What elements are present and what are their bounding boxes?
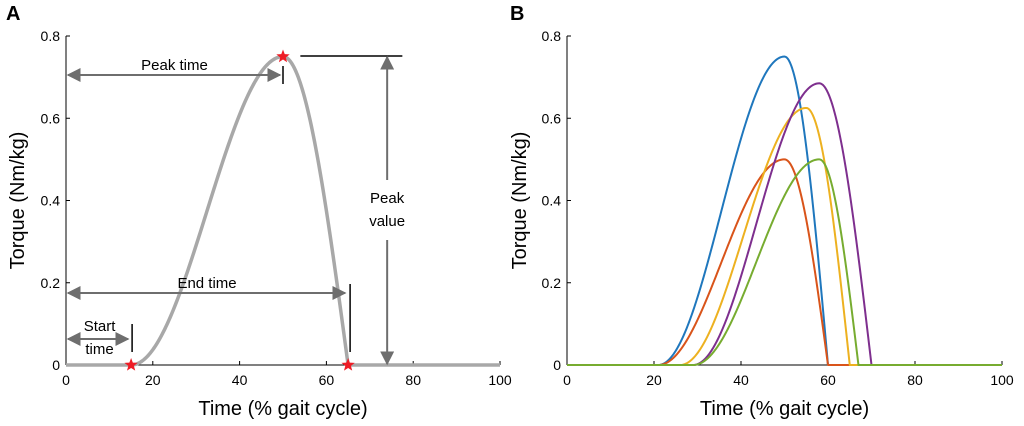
series-line-blue [567,55,1002,366]
y-tick-label-b: 0 [553,357,561,373]
x-tick-label-a: 0 [62,372,70,388]
end-time-label: End time [177,275,236,292]
y-tick-label-a: 0.4 [41,193,61,209]
peak-time-label: Peak time [141,57,208,74]
x-tick-label-b: 60 [820,372,836,388]
series-line-orange [567,158,1002,366]
panel-label-a: A [6,3,20,25]
x-tick-label-a: 100 [488,372,512,388]
series-b [567,55,1002,366]
x-tick-label-b: 80 [907,372,923,388]
x-tick-label-a: 80 [405,372,421,388]
y-tick-label-b: 0.8 [542,28,562,44]
y-tick-label-a: 0.8 [41,28,61,44]
series-line-green [567,158,1002,366]
y-tick-label-a: 0.6 [41,110,61,126]
y-tick-label-b: 0.4 [542,193,562,209]
y-tick-label-a: 0 [52,357,60,373]
x-tick-label-b: 0 [563,372,571,388]
panel-a: A 0 20 40 60 80 100 0 0.2 0.4 0.6 0.8 Peak time En… [6,3,512,420]
x-tick-label-a: 20 [145,372,161,388]
start-marker [124,358,138,371]
axes-a: 0 20 40 60 80 100 0 0.2 0.4 0.6 0.8 [41,28,512,388]
series-a [65,54,501,367]
x-tick-label-a: 60 [319,372,335,388]
peak-value-label-2: value [369,213,405,230]
x-tick-label-a: 40 [232,372,248,388]
y-tick-label-a: 0.2 [41,275,61,291]
series-line-gray [65,54,501,367]
peak-marker [276,49,290,63]
y-axis-title-b: Torque (Nm/kg) [509,132,531,270]
x-tick-label-b: 100 [990,372,1014,388]
markers-a [124,49,355,371]
x-tick-label-b: 40 [733,372,749,388]
panel-label-b: B [510,3,524,25]
start-time-label-2: time [85,341,113,358]
end-marker [341,358,355,371]
x-tick-label-b: 20 [646,372,662,388]
y-axis-title-a: Torque (Nm/kg) [7,132,29,270]
series-line-yellow [567,106,1002,366]
x-axis-title-b: Time (% gait cycle) [700,398,869,420]
peak-value-label-1: Peak [370,190,405,207]
panel-b: B 0 20 40 60 80 100 0 0.2 0.4 0.6 0.8 Time (% gait… [509,3,1014,420]
annotations-a: Peak time End time Start time Peak value [66,55,405,366]
y-tick-label-b: 0.2 [542,275,562,291]
x-axis-title-a: Time (% gait cycle) [198,398,367,420]
y-tick-label-b: 0.6 [542,110,562,126]
start-time-label-1: Start [84,318,117,335]
